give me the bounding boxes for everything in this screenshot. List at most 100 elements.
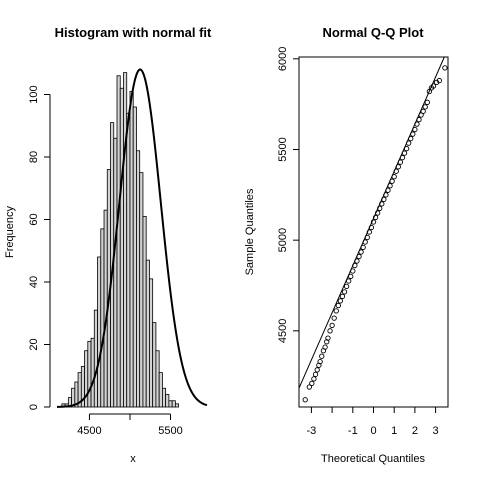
qq-point (302, 397, 308, 403)
qq-point (364, 234, 370, 241)
qq-point (420, 108, 426, 115)
qq-x-label: Theoretical Quantiles (321, 453, 425, 465)
qq-title: Normal Q-Q Plot (322, 25, 424, 40)
histogram-bar (158, 372, 163, 408)
histogram-bar (152, 322, 157, 408)
qq-point (362, 239, 368, 245)
histogram-bar (136, 150, 141, 408)
x-tick-label: 5500 (158, 425, 182, 437)
qq-point (358, 249, 364, 255)
qq-panel: Normal Q-Q Plot -3 -1 0 1 2 3 4500 5000 5500 600… (244, 25, 449, 465)
qq-point (352, 262, 358, 269)
qq-point (368, 224, 375, 231)
qq-point (374, 210, 381, 216)
normal-fit-curve (56, 68, 208, 408)
qq-point (387, 183, 393, 189)
histogram-x-axis: 4500 5500 (77, 413, 183, 437)
x-tick-label: 0 (370, 425, 376, 437)
qq-x-axis: -3 -1 0 1 2 3 (307, 406, 439, 437)
qq-point (379, 201, 385, 207)
qq-point (335, 302, 341, 309)
y-tick-label: 0 (28, 404, 40, 410)
histogram-bar (97, 256, 102, 408)
qq-point (360, 244, 366, 251)
qq-y-label: Sample Quantiles (244, 188, 256, 275)
qq-y-axis: 4500 5000 5500 6000 (277, 47, 299, 343)
histogram-y-axis: 0 20 40 60 80 100 (28, 85, 51, 410)
qq-point (385, 187, 391, 193)
qq-point (366, 229, 373, 235)
qq-point (422, 104, 428, 110)
qq-point (424, 99, 430, 105)
qq-point (337, 298, 344, 304)
histogram-bar (93, 309, 98, 408)
qq-point (391, 174, 397, 180)
histogram-bar (90, 337, 95, 408)
histogram-bar (113, 137, 118, 408)
histogram-bar (155, 350, 160, 408)
qq-point (325, 335, 331, 341)
histogram-bar (87, 340, 92, 408)
y-tick-label: 4500 (277, 319, 289, 343)
x-tick-label: -3 (307, 425, 317, 437)
histogram-bar (132, 106, 137, 408)
qq-point (343, 283, 350, 290)
qq-point (319, 353, 325, 359)
histogram-bar (171, 400, 176, 408)
qq-point (393, 168, 399, 174)
y-tick-label: 20 (28, 338, 40, 350)
histogram-bar (123, 72, 128, 408)
qq-point (389, 178, 395, 184)
x-tick-label: -1 (348, 425, 358, 437)
qq-point (309, 380, 315, 387)
histogram-bar (142, 215, 147, 408)
x-tick-label: 1 (391, 425, 397, 437)
qq-point (356, 253, 362, 260)
histogram-bar (129, 90, 134, 408)
histogram-y-label: Frequency (4, 206, 16, 258)
qq-point (408, 135, 414, 142)
qq-point (430, 83, 437, 89)
y-tick-label: 60 (28, 213, 40, 225)
qq-point (372, 214, 379, 221)
qq-point (314, 367, 320, 373)
qq-point (381, 196, 387, 203)
x-tick-label: 4500 (77, 425, 101, 437)
histogram-title: Histogram with normal fit (55, 25, 212, 40)
y-tick-label: 5500 (277, 137, 289, 161)
histogram-bar (119, 87, 124, 408)
histogram-bar (149, 278, 154, 408)
qq-points (302, 65, 448, 403)
histogram-bar (145, 259, 150, 408)
qq-point (406, 140, 412, 146)
qq-point (306, 384, 312, 390)
qq-point (348, 273, 354, 280)
qq-point (312, 371, 319, 378)
qq-point (327, 328, 333, 334)
x-tick-label: 2 (412, 425, 418, 437)
qq-point (416, 116, 422, 123)
histogram-bar (168, 400, 173, 408)
qq-point (410, 131, 416, 137)
qq-point (350, 268, 356, 274)
histogram-bar (126, 112, 131, 408)
y-tick-label: 40 (28, 276, 40, 288)
qq-point (401, 150, 408, 156)
qq-point (436, 77, 442, 84)
qq-point (339, 293, 346, 300)
qq-point (395, 164, 401, 170)
qq-point (333, 308, 339, 314)
histogram-bar (162, 387, 167, 408)
qq-point (354, 258, 360, 264)
histogram-bar (100, 228, 105, 408)
qq-point (397, 159, 404, 165)
qq-point (414, 121, 420, 127)
qq-point (377, 205, 383, 212)
qq-point (403, 145, 410, 152)
x-tick-label: 3 (433, 425, 439, 437)
qq-point (442, 65, 448, 71)
y-tick-label: 80 (28, 151, 40, 163)
qq-point (346, 278, 352, 284)
histogram-bar (174, 403, 180, 408)
